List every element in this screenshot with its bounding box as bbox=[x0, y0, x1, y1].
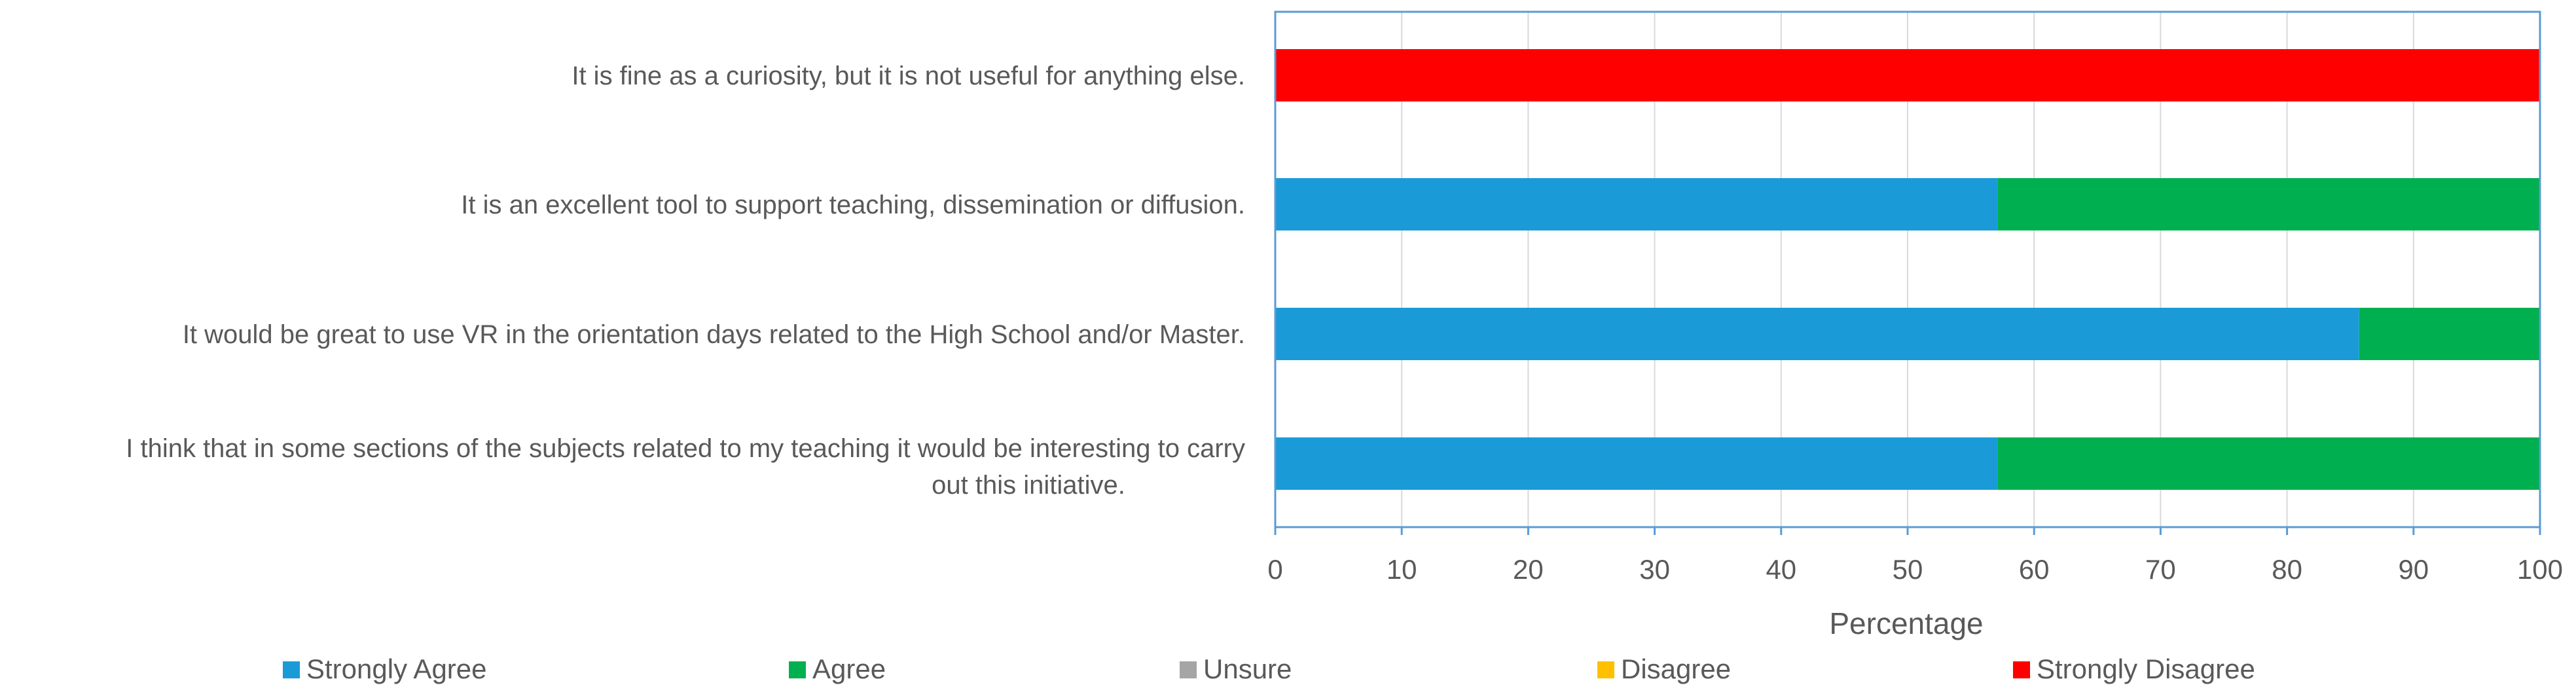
legend-label-agree: Agree bbox=[812, 654, 886, 684]
category-label-1: It is fine as a curiosity, but it is not… bbox=[571, 62, 1245, 90]
legend: Strongly Agree Agree Unsure Disagree Strongl… bbox=[283, 654, 2255, 684]
bar-strongly-agree-row-2 bbox=[1275, 178, 1998, 230]
legend-swatch-unsure bbox=[1180, 661, 1197, 678]
x-tick-label-30: 30 bbox=[1639, 554, 1670, 585]
x-tick-label-20: 20 bbox=[1513, 554, 1544, 585]
bar-agree-row-3 bbox=[2359, 308, 2540, 360]
x-tick-label-0: 0 bbox=[1267, 554, 1282, 585]
legend-swatch-strongly-disagree bbox=[2013, 661, 2030, 678]
x-tick-label-50: 50 bbox=[1893, 554, 1923, 585]
x-axis-title: Percentage bbox=[1829, 606, 1983, 640]
bar-agree-row-2 bbox=[1997, 178, 2540, 230]
bar-strongly-agree-row-3 bbox=[1275, 308, 2359, 360]
x-tick-label-10: 10 bbox=[1387, 554, 1417, 585]
bar-agree-row-4 bbox=[1997, 437, 2540, 490]
legend-label-disagree: Disagree bbox=[1621, 654, 1731, 684]
bars bbox=[1275, 49, 2540, 490]
x-tick-label-60: 60 bbox=[2019, 554, 2050, 585]
legend-swatch-strongly-agree bbox=[283, 661, 300, 678]
bar-strongly-disagree-row-1 bbox=[1275, 49, 2540, 101]
legend-label-strongly-disagree: Strongly Disagree bbox=[2037, 654, 2255, 684]
x-tick-label-80: 80 bbox=[2272, 554, 2302, 585]
legend-label-unsure: Unsure bbox=[1203, 654, 1292, 684]
legend-swatch-disagree bbox=[1597, 661, 1614, 678]
legend-label-strongly-agree: Strongly Agree bbox=[306, 654, 487, 684]
x-tick-label-100: 100 bbox=[2517, 554, 2563, 585]
category-label-4: I think that in some sections of the sub… bbox=[126, 434, 1245, 500]
legend-swatch-agree bbox=[789, 661, 806, 678]
category-labels: It is fine as a curiosity, but it is not… bbox=[126, 62, 1245, 500]
category-label-3: It would be great to use VR in the orien… bbox=[183, 320, 1245, 349]
x-tick-label-90: 90 bbox=[2398, 554, 2429, 585]
x-tick-label-70: 70 bbox=[2145, 554, 2176, 585]
bar-strongly-agree-row-4 bbox=[1275, 437, 1998, 490]
category-label-2: It is an excellent tool to support teach… bbox=[461, 191, 1245, 219]
x-tick-label-40: 40 bbox=[1766, 554, 1796, 585]
axes: 0 10 20 30 40 50 60 70 80 90 100 bbox=[1267, 10, 2563, 585]
